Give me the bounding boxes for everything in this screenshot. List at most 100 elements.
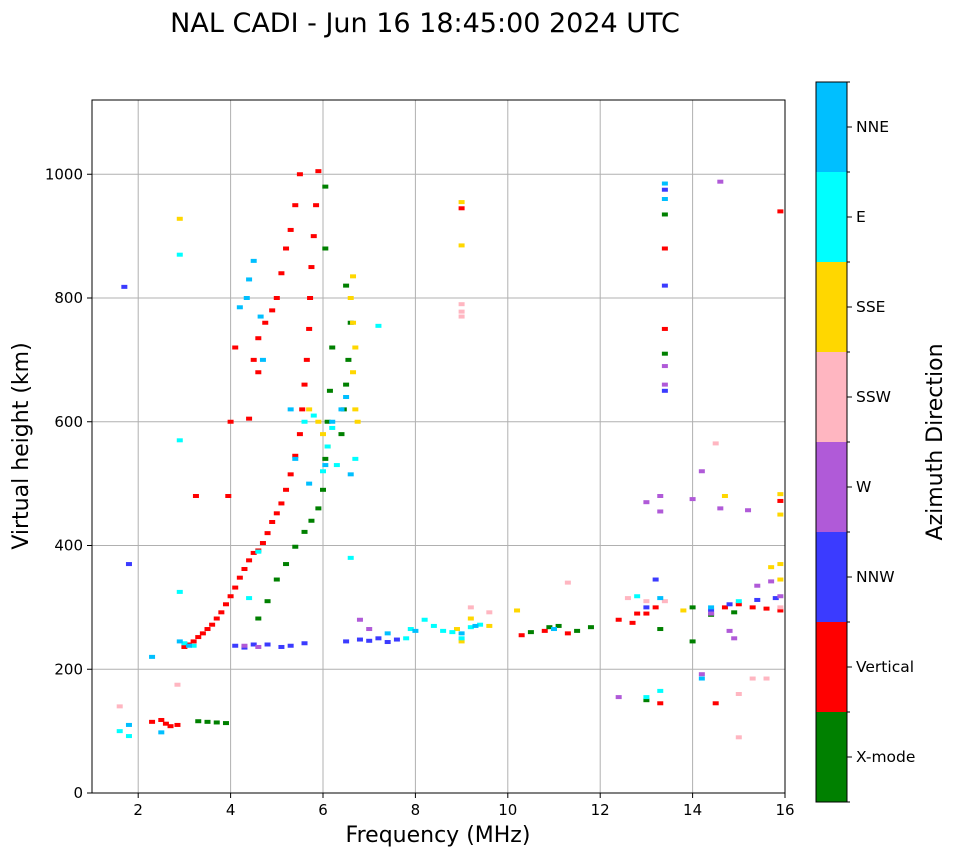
echo-point-e — [125, 734, 132, 739]
echo-point-vertical — [227, 419, 234, 424]
echo-point-vertical — [259, 541, 266, 546]
x-tick-label: 8 — [411, 801, 421, 819]
echo-point-nne — [657, 596, 664, 601]
echo-point-w — [717, 506, 724, 511]
x-tick-label: 2 — [133, 801, 143, 819]
echo-point-vertical — [278, 271, 285, 276]
echo-point-nne — [176, 639, 183, 644]
echo-point-x-mode — [731, 610, 738, 615]
echo-point-nnw — [125, 562, 132, 567]
colorbar-swatch-nnw — [816, 532, 847, 622]
echo-point-vertical — [307, 296, 314, 300]
echo-point-nnw — [366, 638, 373, 643]
echo-point-nnw — [652, 577, 659, 582]
echo-point-x-mode — [324, 419, 331, 424]
echo-point-vertical — [269, 519, 276, 524]
echo-point-e — [449, 630, 456, 635]
echo-point-w — [657, 494, 664, 498]
echo-point-ssw — [486, 610, 493, 615]
y-axis-ticks: 0 200 400 600 800 1000 — [45, 165, 92, 802]
echo-point-vertical — [287, 472, 294, 477]
echo-point-nne — [158, 730, 165, 735]
echo-point-vertical — [296, 432, 303, 437]
echo-point-vertical — [721, 605, 728, 610]
echo-point-w — [356, 617, 363, 622]
colorbar-tick-label: X-mode — [856, 748, 915, 766]
echo-point-e — [430, 623, 437, 628]
echo-point-vertical — [195, 635, 202, 640]
y-axis-label: Virtual height (km) — [9, 342, 34, 549]
echo-point-nne — [243, 296, 250, 300]
echo-point-nne — [661, 181, 668, 186]
echo-point-vertical — [283, 487, 290, 492]
echo-point-vertical — [250, 357, 257, 362]
echo-point-e — [116, 729, 123, 734]
echo-point-e — [403, 636, 410, 641]
echo-point-nne — [472, 623, 479, 628]
echo-point-e — [329, 425, 336, 430]
echo-point-sse — [176, 216, 183, 221]
echo-point-x-mode — [292, 544, 299, 549]
echo-point-vertical — [190, 639, 197, 644]
echo-point-nne — [306, 481, 313, 486]
echo-point-vertical — [255, 370, 262, 375]
echo-point-vertical — [629, 620, 636, 625]
colorbar-swatch-ssw — [816, 352, 847, 442]
echo-point-x-mode — [315, 506, 322, 511]
echo-point-x-mode — [326, 388, 333, 393]
echo-point-vertical — [564, 631, 571, 636]
echo-point-w — [255, 644, 262, 649]
echo-point-ssw — [458, 302, 465, 307]
echo-point-vertical — [299, 407, 306, 412]
echo-point-w — [745, 508, 752, 513]
echo-point-sse — [467, 616, 474, 621]
echo-point-e — [310, 413, 317, 418]
echo-point-sse — [514, 608, 521, 613]
echo-point-w — [777, 594, 784, 599]
colorbar-tick-label: Vertical — [856, 658, 914, 676]
echo-point-nnw — [754, 597, 761, 602]
echo-point-x-mode — [574, 628, 581, 633]
echo-point-vertical — [296, 172, 303, 177]
echo-point-x-mode — [301, 529, 308, 534]
y-tick-label: 800 — [54, 289, 83, 307]
echo-point-sse — [350, 320, 357, 325]
echo-point-x-mode — [527, 630, 534, 635]
echo-point-vertical — [657, 701, 664, 706]
echo-point-x-mode — [264, 599, 271, 604]
echo-point-vertical — [661, 246, 668, 251]
echo-point-nnw — [708, 608, 715, 613]
echo-point-e — [375, 323, 382, 328]
echo-point-vertical — [218, 610, 225, 615]
echo-point-nne — [412, 628, 419, 633]
echo-point-nne — [259, 357, 266, 362]
echo-point-x-mode — [273, 577, 280, 582]
echo-point-x-mode — [643, 698, 650, 703]
colorbar-tick-label: SSE — [856, 298, 885, 316]
echo-point-vertical — [315, 169, 322, 174]
colorbar-swatch-sse — [816, 262, 847, 352]
echo-point-ssw — [777, 605, 784, 610]
echo-point-vertical — [246, 416, 253, 421]
echo-point-w — [731, 636, 738, 641]
echo-point-ssw — [624, 596, 631, 601]
echo-point-e — [657, 688, 664, 693]
echo-point-ssw — [763, 676, 770, 681]
echo-point-nnw — [643, 605, 650, 610]
echo-point-sse — [315, 419, 322, 424]
x-tick-label: 6 — [318, 801, 328, 819]
echo-point-vertical — [158, 717, 165, 722]
echo-point-vertical — [661, 326, 668, 331]
echo-point-nne — [329, 419, 336, 424]
echo-point-nnw — [287, 643, 294, 648]
echo-point-e — [255, 549, 262, 554]
colorbar-tick-label: W — [856, 478, 871, 496]
echo-point-x-mode — [343, 283, 350, 288]
echo-point-x-mode — [213, 720, 220, 725]
echo-point-sse — [777, 562, 784, 567]
echo-point-sse — [352, 407, 359, 412]
echo-point-vertical — [209, 622, 216, 627]
echo-point-nne — [347, 472, 354, 477]
echo-point-vertical — [236, 575, 243, 580]
echo-point-vertical — [712, 701, 719, 706]
